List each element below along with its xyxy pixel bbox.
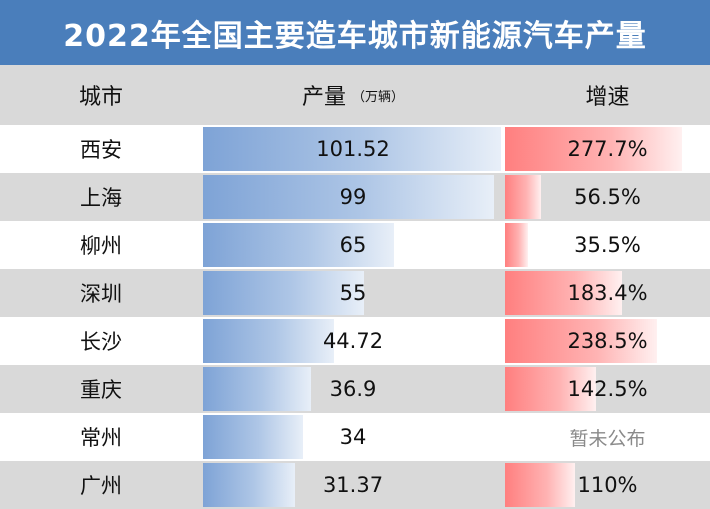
table-row: 西安 101.52 277.7% xyxy=(0,125,710,173)
table-row: 上海 99 56.5% xyxy=(0,173,710,221)
output-value: 101.52 xyxy=(316,137,390,161)
header-output: 产量 （万辆） xyxy=(203,65,503,125)
growth-value: 35.5% xyxy=(574,233,641,257)
growth-value: 56.5% xyxy=(574,185,641,209)
output-bar xyxy=(203,463,295,507)
growth-bar xyxy=(505,367,596,411)
output-bar xyxy=(203,319,334,363)
growth-bar xyxy=(505,463,575,507)
growth-value: 暂未公布 xyxy=(569,427,646,450)
table-row: 柳州 65 35.5% xyxy=(0,221,710,269)
output-value: 65 xyxy=(339,233,367,257)
output-value: 99 xyxy=(339,185,367,209)
chart-title: 2022年全国主要造车城市新能源汽车产量 xyxy=(0,0,710,65)
city-label: 柳州 xyxy=(80,234,122,258)
growth-value: 183.4% xyxy=(567,281,648,305)
growth-bar xyxy=(505,319,657,363)
growth-value: 277.7% xyxy=(567,137,648,161)
table-row: 深圳 55 183.4% xyxy=(0,269,710,317)
growth-value: 110% xyxy=(577,473,638,497)
city-label: 广州 xyxy=(80,474,122,498)
table-row: 广州 31.37 110% xyxy=(0,461,710,509)
table-row: 重庆 36.9 142.5% xyxy=(0,365,710,413)
output-bar xyxy=(203,367,311,411)
growth-bar xyxy=(505,175,541,219)
city-label: 西安 xyxy=(80,138,122,162)
city-label: 上海 xyxy=(80,186,122,210)
city-label: 长沙 xyxy=(80,330,122,354)
output-value: 31.37 xyxy=(322,473,384,497)
table-row: 长沙 44.72 238.5% xyxy=(0,317,710,365)
output-value: 34 xyxy=(339,425,367,449)
header-row: 城市 产量 （万辆） 增速 xyxy=(0,65,710,125)
growth-value: 142.5% xyxy=(567,377,648,401)
output-value: 55 xyxy=(339,281,367,305)
header-output-label: 产量 xyxy=(301,85,346,110)
header-growth: 增速 xyxy=(585,85,630,110)
growth-bar xyxy=(505,223,528,267)
growth-bar xyxy=(505,127,682,171)
growth-value: 238.5% xyxy=(567,329,648,353)
output-bar xyxy=(203,415,303,459)
output-bar xyxy=(203,175,494,219)
output-bar xyxy=(203,223,394,267)
city-label: 常州 xyxy=(80,426,122,450)
city-label: 重庆 xyxy=(80,378,122,402)
output-value: 44.72 xyxy=(322,329,384,353)
growth-bar xyxy=(505,271,622,315)
header-output-unit: （万辆） xyxy=(352,89,405,105)
output-bar xyxy=(203,271,364,315)
city-label: 深圳 xyxy=(80,282,122,306)
output-bar xyxy=(203,127,501,171)
header-city: 城市 xyxy=(78,85,123,110)
output-value: 36.9 xyxy=(329,377,377,401)
table-row: 常州 34 暂未公布 xyxy=(0,413,710,461)
